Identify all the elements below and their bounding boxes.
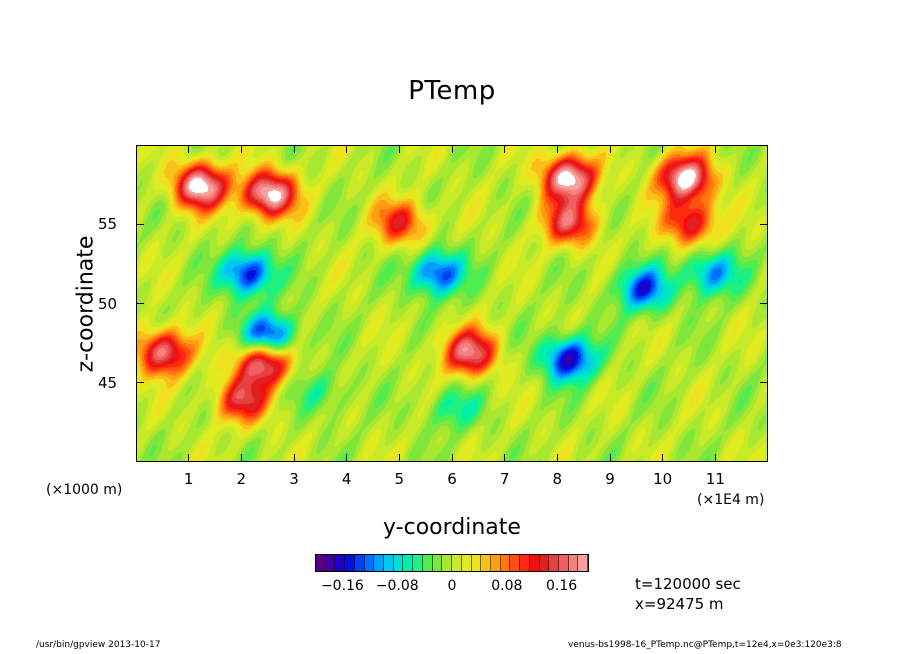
colorbar-tick-label: 0.16 bbox=[546, 578, 578, 594]
x-tick-label: 3 bbox=[289, 470, 299, 488]
colorbar-cell bbox=[578, 555, 589, 571]
colorbar-cell bbox=[422, 555, 433, 571]
x-tick-mark bbox=[293, 454, 295, 462]
y-tick-mark-right bbox=[760, 223, 768, 225]
time-annotation: t=120000 sec bbox=[635, 575, 741, 593]
colorbar-cell bbox=[549, 555, 559, 571]
colorbar-tick-label: 0.08 bbox=[491, 578, 523, 594]
x-tick-mark bbox=[240, 454, 242, 462]
colorbar-cell bbox=[471, 555, 482, 571]
y-tick-mark bbox=[136, 382, 144, 384]
colorbar-cell bbox=[403, 555, 414, 571]
x-unit-right: (×1E4 m) bbox=[697, 492, 765, 508]
x-tick-label: 6 bbox=[447, 470, 457, 488]
x-tick-label: 1 bbox=[183, 470, 194, 488]
x-tick-mark-top bbox=[504, 145, 506, 153]
x-tick-label: 8 bbox=[552, 470, 563, 488]
y-tick-label: 50 bbox=[98, 294, 118, 313]
x-tick-mark bbox=[451, 454, 453, 462]
colorbar-cell bbox=[354, 555, 365, 571]
x-tick-mark-top bbox=[346, 145, 348, 153]
colorbar-cell bbox=[442, 555, 453, 571]
colorbar-cell bbox=[539, 555, 550, 571]
colorbar-cell bbox=[393, 555, 404, 571]
plot-area bbox=[136, 145, 768, 462]
colorbar-cell bbox=[316, 555, 326, 571]
colorbar-cell bbox=[432, 555, 443, 571]
colorbar-tick-label: −0.08 bbox=[375, 578, 419, 594]
y-tick-mark bbox=[136, 303, 144, 304]
colorbar-cell bbox=[568, 555, 579, 571]
x-tick-label: 4 bbox=[341, 470, 352, 488]
x-tick-label: 10 bbox=[653, 470, 673, 488]
y-tick-mark-right bbox=[760, 382, 768, 384]
colorbar-cell bbox=[481, 555, 491, 571]
x-tick-mark-top bbox=[662, 145, 664, 153]
x-position-annotation: x=92475 m bbox=[635, 595, 724, 613]
y-tick-mark-right bbox=[760, 303, 768, 304]
x-tick-label: 2 bbox=[236, 470, 247, 488]
colorbar-cell bbox=[529, 555, 540, 571]
colorbar-cell bbox=[335, 555, 346, 571]
footer-program: /usr/bin/gpview 2013-10-17 bbox=[36, 640, 161, 650]
y-tick-mark bbox=[136, 223, 144, 225]
colorbar-tick-label: 0 bbox=[447, 578, 457, 594]
colorbar bbox=[315, 554, 589, 572]
x-tick-mark-top bbox=[556, 145, 558, 153]
colorbar-cell bbox=[500, 555, 511, 571]
colorbar-cell bbox=[413, 555, 423, 571]
footer-source: venus-bs1998-16_PTemp.nc@PTemp,t=12e4,x=… bbox=[568, 640, 842, 650]
y-axis-label: z-coordinate bbox=[73, 235, 99, 373]
y-tick-label: 55 bbox=[98, 215, 118, 234]
x-tick-mark bbox=[662, 454, 664, 462]
colorbar-cell bbox=[461, 555, 472, 571]
y-tick-label: 45 bbox=[98, 373, 118, 392]
x-tick-mark-top bbox=[240, 145, 242, 153]
x-unit-left: (×1000 m) bbox=[46, 482, 123, 498]
colorbar-cell bbox=[558, 555, 569, 571]
x-tick-mark-top bbox=[293, 145, 295, 153]
x-tick-mark bbox=[504, 454, 506, 462]
x-tick-mark bbox=[398, 454, 400, 462]
colorbar-cell bbox=[345, 555, 355, 571]
colorbar-cell bbox=[325, 555, 336, 571]
x-axis-label: y-coordinate bbox=[383, 515, 521, 540]
x-tick-mark bbox=[714, 454, 716, 462]
x-tick-mark bbox=[346, 454, 348, 462]
colorbar-cell bbox=[384, 555, 394, 571]
x-tick-mark-top bbox=[188, 145, 190, 153]
x-tick-mark-top bbox=[398, 145, 400, 153]
colorbar-cell bbox=[452, 555, 462, 571]
colorbar-cell bbox=[364, 555, 375, 571]
x-tick-mark bbox=[609, 454, 611, 462]
chart-title: PTemp bbox=[408, 76, 496, 106]
x-tick-mark-top bbox=[451, 145, 453, 153]
colorbar-cell bbox=[490, 555, 501, 571]
x-tick-label: 11 bbox=[705, 470, 725, 488]
x-tick-label: 9 bbox=[605, 470, 615, 488]
colorbar-tick-label: −0.16 bbox=[320, 578, 364, 594]
x-tick-label: 5 bbox=[394, 470, 405, 488]
x-tick-mark-top bbox=[609, 145, 611, 153]
colorbar-cell bbox=[520, 555, 530, 571]
x-tick-label: 7 bbox=[499, 470, 510, 488]
colorbar-cell bbox=[510, 555, 521, 571]
ptemp-field bbox=[137, 146, 767, 461]
x-tick-mark bbox=[188, 454, 190, 462]
colorbar-cell bbox=[374, 555, 385, 571]
x-tick-mark-top bbox=[714, 145, 716, 153]
x-tick-mark bbox=[556, 454, 558, 462]
